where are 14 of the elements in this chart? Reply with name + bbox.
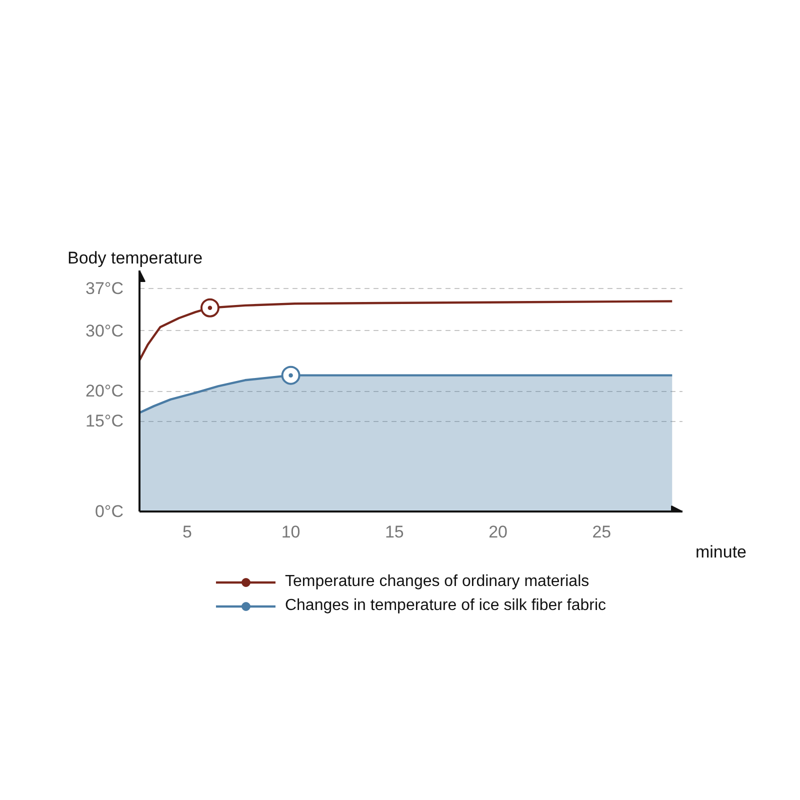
x-tick-label: 10 — [281, 522, 300, 542]
y-tick-label: 37°C — [86, 279, 124, 298]
x-tick-label: 20 — [488, 522, 508, 542]
x-tick-label: 15 — [384, 522, 404, 542]
y-tick-label: 20°C — [86, 382, 124, 400]
x-tick-label: 5 — [182, 522, 192, 542]
y-tick-label: 15°C — [86, 412, 124, 431]
y-tick-label: 30°C — [86, 321, 124, 340]
y-axis-title: Body temperature — [68, 248, 203, 268]
legend-label: Changes in temperature of ice silk fiber fabric — [284, 597, 606, 615]
legend-label: Temperature changes of ordinary materials — [284, 573, 590, 591]
x-tick-label: 25 — [592, 522, 612, 542]
x-axis-title: minute — [695, 542, 747, 562]
y-tick-label: 0°C — [94, 502, 124, 521]
